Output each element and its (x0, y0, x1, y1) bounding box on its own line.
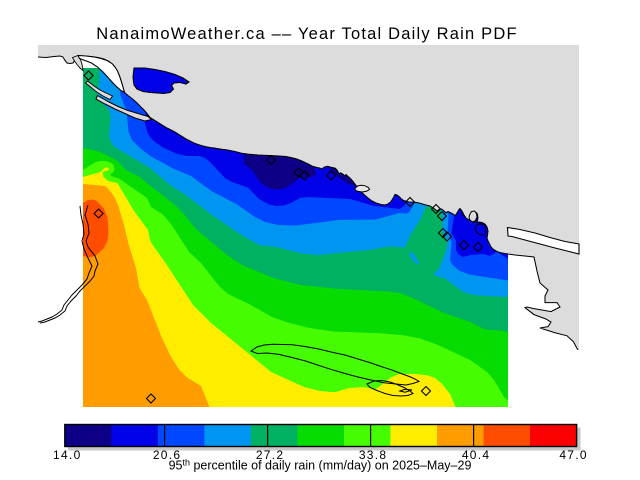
svg-text:95th percentile of daily rain: 95th percentile of daily rain (mm/day) o… (169, 458, 472, 473)
svg-text:33.8: 33.8 (359, 448, 388, 462)
svg-text:27.2: 27.2 (256, 448, 285, 462)
svg-text:14.0: 14.0 (53, 448, 82, 462)
svg-text:20.6: 20.6 (153, 448, 182, 462)
svg-text:NanaimoWeather.ca –– Year Tota: NanaimoWeather.ca –– Year Total Daily Ra… (96, 25, 517, 43)
svg-text:40.4: 40.4 (462, 448, 491, 462)
svg-text:47.0: 47.0 (559, 448, 588, 462)
